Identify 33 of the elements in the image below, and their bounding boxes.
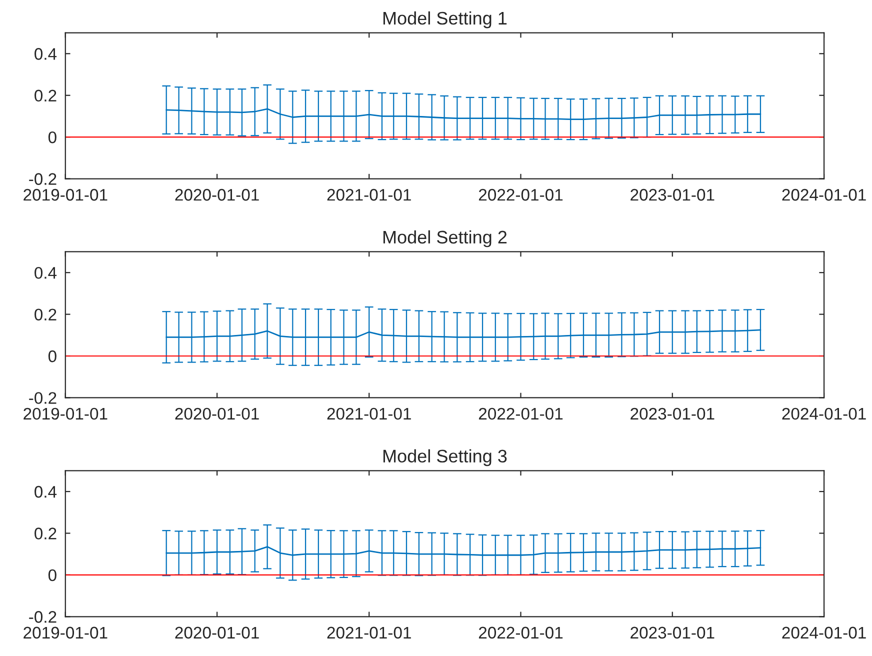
y-tick-label: 0.2 [34, 308, 56, 320]
x-tick-label: 2019-01-01 [24, 188, 108, 201]
y-tick-label: -0.2 [29, 173, 56, 185]
chart-title: Model Setting 3 [383, 449, 507, 466]
x-tick-label: 2023-01-01 [630, 188, 714, 201]
x-tick-label: 2022-01-01 [478, 188, 563, 201]
y-tick-label: 0.4 [34, 486, 57, 498]
y-tick-label: 0.4 [34, 48, 57, 60]
y-tick-label: 0 [48, 350, 56, 362]
x-tick-label: 2022-01-01 [478, 626, 563, 639]
y-tick-label: 0.4 [34, 266, 57, 279]
y-tick-label: -0.2 [29, 392, 56, 404]
x-tick-label: 2019-01-01 [24, 408, 108, 420]
x-tick-label: 2019-01-01 [24, 626, 108, 639]
x-tick-label: 2021-01-01 [327, 626, 411, 639]
x-tick-label: 2022-01-01 [478, 408, 563, 420]
y-tick-label: 0 [48, 131, 56, 144]
x-tick-label: 2021-01-01 [327, 408, 411, 420]
y-tick-label: 0 [48, 569, 56, 582]
chart-title: Model Setting 2 [383, 230, 507, 248]
x-tick-label: 2024-01-01 [782, 626, 866, 639]
x-tick-label: 2023-01-01 [630, 408, 714, 420]
chart-title: Model Setting 1 [383, 11, 507, 28]
x-tick-label: 2023-01-01 [630, 626, 714, 639]
y-tick-label: -0.2 [29, 611, 56, 623]
x-tick-label: 2020-01-01 [175, 626, 259, 639]
x-tick-label: 2024-01-01 [782, 188, 866, 201]
x-tick-label: 2024-01-01 [782, 408, 866, 420]
x-tick-label: 2020-01-01 [175, 188, 259, 201]
y-tick-label: 0.2 [34, 90, 56, 102]
y-tick-label: 0.2 [34, 528, 56, 540]
x-tick-label: 2020-01-01 [175, 408, 259, 420]
x-tick-label: 2021-01-01 [327, 188, 411, 201]
